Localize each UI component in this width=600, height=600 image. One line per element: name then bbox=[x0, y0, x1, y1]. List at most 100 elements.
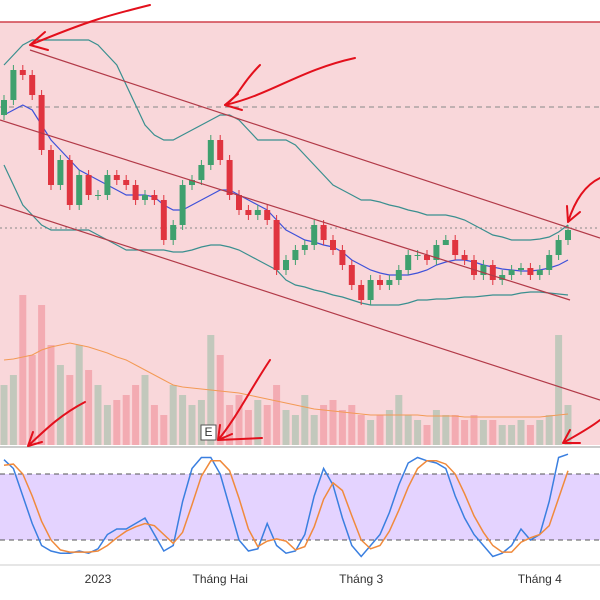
candle-body bbox=[348, 265, 355, 285]
volume-bar bbox=[320, 405, 328, 445]
candle-body bbox=[226, 160, 233, 195]
candle-body bbox=[113, 175, 120, 180]
volume-bar bbox=[451, 415, 459, 445]
volume-bar bbox=[526, 425, 534, 445]
volume-bar bbox=[216, 355, 224, 445]
volume-bar bbox=[47, 345, 55, 445]
volume-bar bbox=[385, 410, 393, 445]
volume-bar bbox=[508, 425, 516, 445]
volume-bar bbox=[197, 400, 205, 445]
candle-body bbox=[10, 70, 17, 100]
candle-body bbox=[536, 270, 543, 275]
volume-bar bbox=[479, 420, 487, 445]
volume-bar bbox=[103, 405, 111, 445]
candle-body bbox=[283, 260, 289, 270]
volume-bar bbox=[291, 415, 299, 445]
event-label: E bbox=[204, 425, 212, 439]
volume-bar bbox=[9, 375, 17, 445]
candle-body bbox=[367, 280, 374, 300]
candle-body bbox=[151, 195, 158, 200]
candle-body bbox=[123, 180, 130, 185]
indicator-line bbox=[3, 453, 569, 558]
volume-bar bbox=[94, 385, 102, 445]
candle-body bbox=[301, 245, 308, 250]
candle-body bbox=[565, 230, 571, 240]
volume-bar bbox=[348, 405, 356, 445]
candle-body bbox=[170, 225, 177, 240]
candle-body bbox=[85, 175, 92, 195]
volume-bar bbox=[235, 395, 243, 445]
arrow bbox=[217, 359, 271, 441]
x-tick-label: Tháng 3 bbox=[339, 572, 383, 586]
candle-body bbox=[57, 160, 64, 185]
candle-body bbox=[330, 240, 336, 250]
indicator-line bbox=[3, 39, 569, 241]
candle-body bbox=[339, 250, 346, 265]
volume-bar bbox=[28, 355, 36, 445]
volume-bar bbox=[357, 415, 365, 445]
candle-body bbox=[142, 195, 148, 200]
volume-bar bbox=[489, 420, 497, 445]
volume-bar bbox=[498, 425, 506, 445]
volume-bar bbox=[282, 410, 290, 445]
volume-bar bbox=[545, 415, 553, 445]
volume-bar bbox=[122, 395, 130, 445]
channel-upper bbox=[29, 49, 600, 239]
level-band bbox=[0, 474, 600, 540]
volume-bar bbox=[38, 305, 46, 445]
candle-body bbox=[508, 270, 515, 275]
candle-body bbox=[236, 195, 242, 210]
arrow bbox=[566, 177, 600, 223]
volume-bar bbox=[85, 370, 93, 445]
candle-body bbox=[292, 250, 299, 260]
volume-bar bbox=[470, 415, 478, 445]
candle-body bbox=[38, 95, 45, 150]
volume-bar bbox=[132, 385, 140, 445]
volume-bar bbox=[395, 395, 403, 445]
volume-bar bbox=[150, 405, 158, 445]
candle-body bbox=[489, 265, 496, 280]
candle-body bbox=[414, 255, 421, 256]
candle-body bbox=[48, 150, 54, 185]
indicator-line bbox=[3, 164, 569, 306]
candle-body bbox=[452, 240, 459, 255]
candle-body bbox=[518, 268, 524, 270]
candle-body bbox=[499, 275, 506, 280]
indicator-line bbox=[3, 342, 569, 418]
candle-body bbox=[480, 265, 487, 275]
volume-bar bbox=[188, 405, 196, 445]
candle-body bbox=[273, 220, 280, 270]
candle-body bbox=[179, 185, 186, 225]
candle-body bbox=[461, 255, 468, 260]
candle-body bbox=[207, 140, 214, 165]
indicator-line bbox=[3, 460, 569, 553]
arrow bbox=[27, 401, 86, 447]
x-tick-label: Tháng 4 bbox=[518, 572, 562, 586]
candle-body bbox=[320, 225, 327, 240]
volume-bar bbox=[244, 410, 252, 445]
volume-bar bbox=[273, 385, 281, 445]
candle-body bbox=[29, 75, 36, 95]
candle-body bbox=[76, 175, 83, 205]
event-marker bbox=[200, 424, 217, 441]
candle-body bbox=[132, 185, 139, 200]
volume-bar bbox=[414, 420, 422, 445]
candle-body bbox=[264, 210, 271, 220]
candle-body bbox=[1, 100, 7, 115]
channel-middle bbox=[0, 119, 571, 301]
volume-bar bbox=[338, 410, 346, 445]
volume-bar bbox=[160, 415, 168, 445]
volume-bar bbox=[310, 415, 318, 445]
volume-bar bbox=[19, 295, 27, 445]
candle-body bbox=[395, 270, 402, 280]
volume-bar bbox=[536, 420, 544, 445]
volume-bar bbox=[555, 335, 563, 445]
candle-body bbox=[254, 210, 261, 215]
volume-bar bbox=[179, 395, 187, 445]
candle-body bbox=[377, 280, 383, 285]
volume-bar bbox=[56, 365, 64, 445]
volume-bar bbox=[301, 395, 309, 445]
arrow bbox=[562, 419, 600, 444]
volume-bar bbox=[564, 405, 572, 445]
